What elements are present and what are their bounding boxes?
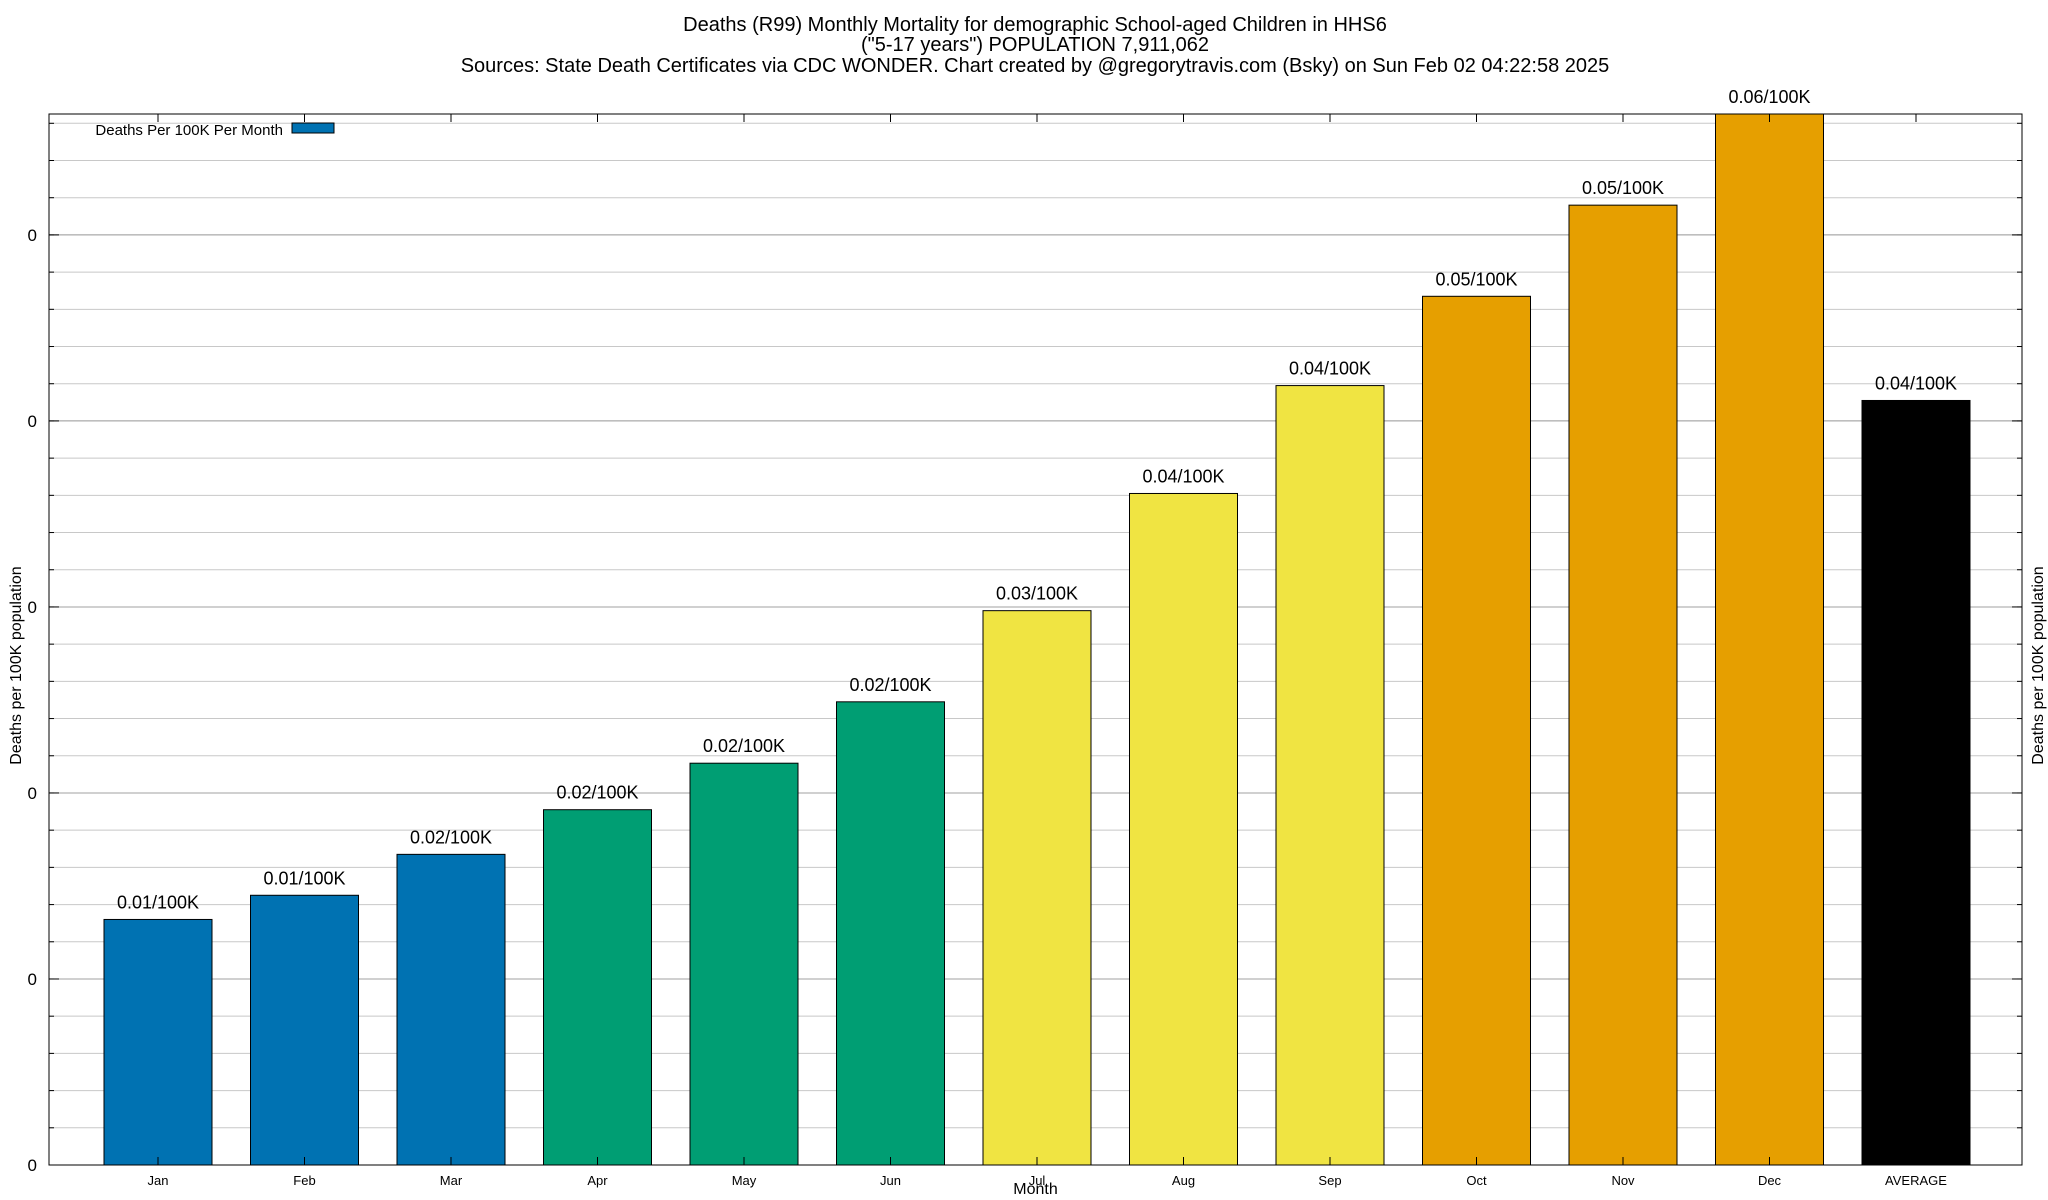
bar-sep xyxy=(1275,385,1385,1166)
y-tick-label: 0 xyxy=(28,1156,37,1175)
title-line-3: Sources: State Death Certificates via CD… xyxy=(461,55,1610,77)
x-tick-label-aug: Aug xyxy=(1172,1173,1195,1188)
x-tick-label-oct: Oct xyxy=(1466,1173,1487,1188)
data-label-jan: 0.01/100K xyxy=(117,892,199,912)
bar-jul xyxy=(982,610,1092,1166)
bar-aug xyxy=(1129,492,1238,1166)
bar-oct xyxy=(1422,295,1531,1166)
y-tick-label: 0 xyxy=(28,598,37,617)
legend-swatch xyxy=(291,122,335,134)
x-tick-label-jun: Jun xyxy=(880,1173,901,1188)
bar-jan xyxy=(103,918,213,1166)
bars xyxy=(103,113,1971,1166)
plot-frame xyxy=(48,113,2023,1166)
data-label-nov: 0.05/100K xyxy=(1582,178,1664,198)
data-label-feb: 0.01/100K xyxy=(263,868,345,888)
x-tick-label-may: May xyxy=(732,1173,757,1188)
data-label-mar: 0.02/100K xyxy=(410,827,492,847)
data-label-dec: 0.06/100K xyxy=(1728,87,1810,107)
data-label-may: 0.02/100K xyxy=(703,736,785,756)
bar-may xyxy=(689,762,799,1166)
title-line-1: Deaths (R99) Monthly Mortality for demog… xyxy=(683,14,1387,36)
x-tick-label-mar: Mar xyxy=(440,1173,463,1188)
x-tick-label-apr: Apr xyxy=(587,1173,608,1188)
bar-feb xyxy=(250,894,359,1166)
data-label-jun: 0.02/100K xyxy=(849,675,931,695)
data-labels: 0.01/100K 0.01/100K 0.02/100K 0.02/100K 0.02… xyxy=(117,87,1957,912)
y-axis-label-right: Deaths per 100K population xyxy=(2030,566,2047,764)
legend: Deaths Per 100K Per Month xyxy=(95,122,335,139)
y-tick-label: 0 xyxy=(28,226,37,245)
data-label-aug: 0.04/100K xyxy=(1142,466,1224,486)
data-label-oct: 0.05/100K xyxy=(1435,269,1517,289)
x-tick-label-average: AVERAGE xyxy=(1885,1173,1947,1188)
y-tick-label: 0 xyxy=(28,784,37,803)
bar-average xyxy=(1861,399,1971,1166)
x-axis-label: Month xyxy=(1013,1181,1057,1198)
bar-jun xyxy=(836,701,945,1166)
chart-title: Deaths (R99) Monthly Mortality for demog… xyxy=(461,14,1610,77)
bar-dec xyxy=(1715,113,1824,1166)
data-label-average: 0.04/100K xyxy=(1875,373,1957,393)
x-tick-label-dec: Dec xyxy=(1758,1173,1782,1188)
x-tick-label-jan: Jan xyxy=(148,1173,169,1188)
x-tick-label-nov: Nov xyxy=(1611,1173,1635,1188)
data-label-sep: 0.04/100K xyxy=(1289,359,1371,379)
x-tick-label-feb: Feb xyxy=(293,1173,315,1188)
data-label-jul: 0.03/100K xyxy=(996,584,1078,604)
y-axis: 0 0 0 0 0 0 xyxy=(28,122,2022,1175)
title-line-2: ("5-17 years") POPULATION 7,911,062 xyxy=(861,34,1209,56)
y-axis-label-left: Deaths per 100K population xyxy=(8,566,25,764)
y-tick-label: 0 xyxy=(28,412,37,431)
y-tick-label: 0 xyxy=(28,970,37,989)
bar-apr xyxy=(543,809,652,1166)
x-axis: Jan Feb Mar Apr May Jun Jul Aug Sep Oct Nov Dec AVER… xyxy=(148,114,1947,1188)
legend-label: Deaths Per 100K Per Month xyxy=(95,122,283,139)
x-tick-label-jul: Jul xyxy=(1029,1173,1046,1188)
bar-mar xyxy=(396,853,506,1166)
x-tick-label-sep: Sep xyxy=(1318,1173,1341,1188)
data-label-apr: 0.02/100K xyxy=(556,783,638,803)
bar-nov xyxy=(1568,204,1678,1166)
